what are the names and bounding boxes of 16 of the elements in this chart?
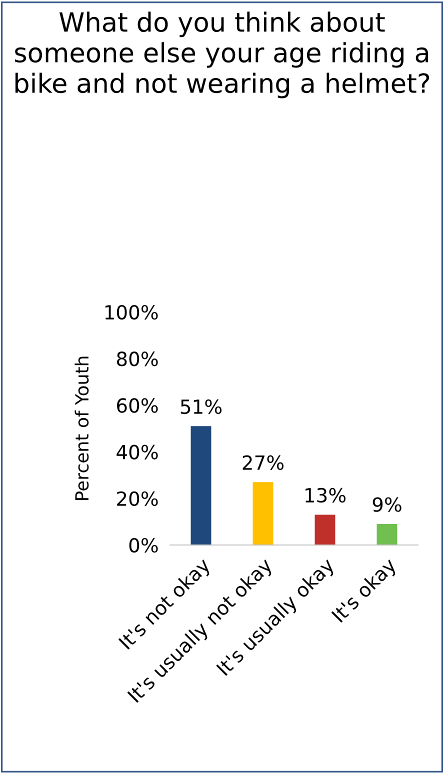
y-tick-label: 40%	[116, 444, 158, 460]
bar	[252, 482, 274, 545]
y-tick-label: 100%	[105, 304, 158, 320]
y-axis-title: Percent of Youth	[74, 356, 89, 500]
y-tick-label: 20%	[117, 491, 158, 506]
bar	[376, 524, 398, 545]
y-tick-label: 60%	[117, 398, 158, 413]
y-tick-label: 0%	[129, 538, 158, 553]
y-tick-label: 80%	[116, 352, 158, 366]
data-label: 9%	[372, 497, 402, 512]
chart-title: What do you think about someone else your age riding a bike and not wearing a helmet?	[15, 12, 430, 98]
data-label: 13%	[306, 488, 346, 503]
bar	[314, 514, 336, 545]
bar	[190, 426, 212, 545]
data-label: 27%	[242, 455, 284, 470]
data-label: 51%	[180, 399, 222, 414]
